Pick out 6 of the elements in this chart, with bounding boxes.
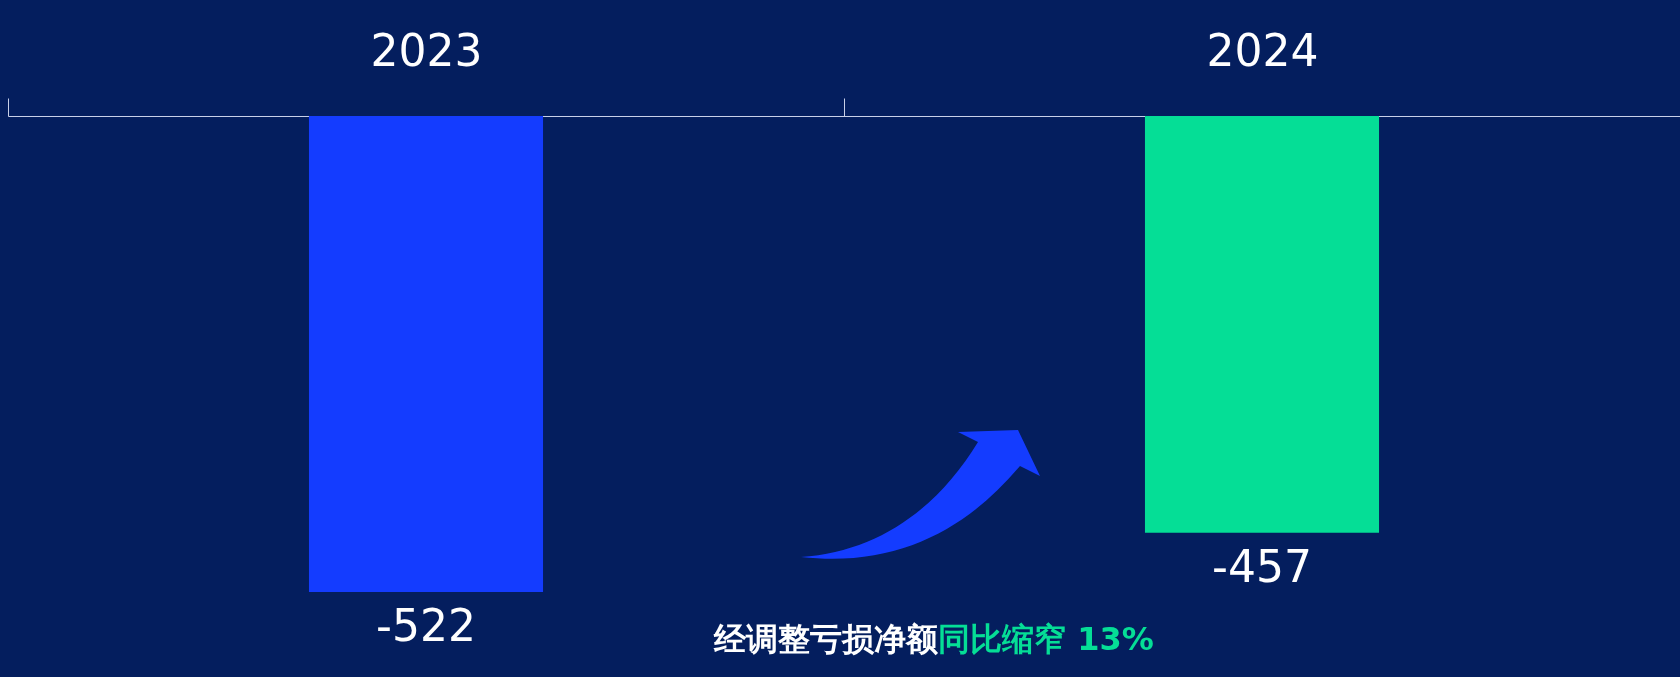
x-tick-label: 2024 bbox=[1206, 24, 1319, 76]
x-tick-label: 2023 bbox=[370, 24, 483, 76]
text: 同比缩窄 13% bbox=[938, 620, 1154, 658]
data-label: -457 bbox=[1212, 540, 1312, 592]
data-label: -522 bbox=[376, 600, 476, 651]
text: 经调整亏损净额 bbox=[713, 620, 938, 658]
